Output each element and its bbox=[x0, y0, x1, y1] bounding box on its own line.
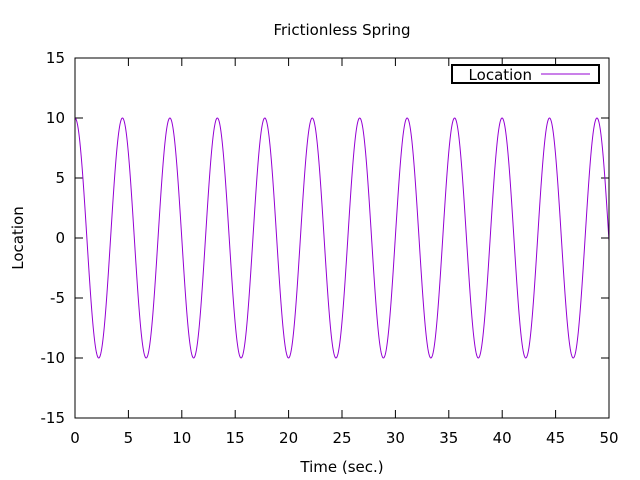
chart-title: Frictionless Spring bbox=[273, 21, 410, 39]
series-line-location bbox=[74, 117, 610, 359]
x-tick-label: 45 bbox=[546, 429, 565, 447]
y-axis-label: Location bbox=[9, 206, 27, 269]
plot-border bbox=[74, 57, 610, 419]
x-tick-label: 35 bbox=[439, 429, 458, 447]
x-tick-labels: 0 5 10 15 20 25 30 35 40 45 50 bbox=[70, 429, 618, 447]
legend-box bbox=[451, 64, 600, 84]
y-tick-label: 15 bbox=[46, 49, 65, 67]
x-tick-label: 40 bbox=[493, 429, 512, 447]
x-tick-label: 15 bbox=[226, 429, 245, 447]
y-tick-label: 5 bbox=[55, 169, 65, 187]
y-tick-label: -5 bbox=[50, 289, 65, 307]
y-tick-label: 0 bbox=[55, 229, 65, 247]
x-tick-label: 50 bbox=[599, 429, 618, 447]
legend-label-location: Location bbox=[469, 66, 532, 84]
x-axis-label: Time (sec.) bbox=[299, 458, 383, 476]
x-tick-label: 10 bbox=[172, 429, 191, 447]
x-tick-label: 20 bbox=[279, 429, 298, 447]
y-tick-label: 10 bbox=[46, 109, 65, 127]
x-tick-label: 30 bbox=[386, 429, 405, 447]
y-tick-label: -10 bbox=[41, 349, 66, 367]
y-tick-labels: -15 -10 -5 0 5 10 15 bbox=[41, 49, 66, 427]
x-tick-label: 0 bbox=[70, 429, 80, 447]
legend: Location bbox=[451, 64, 600, 84]
y-tick-label: -15 bbox=[41, 409, 66, 427]
x-tick-label: 25 bbox=[332, 429, 351, 447]
x-tick-label: 5 bbox=[124, 429, 134, 447]
